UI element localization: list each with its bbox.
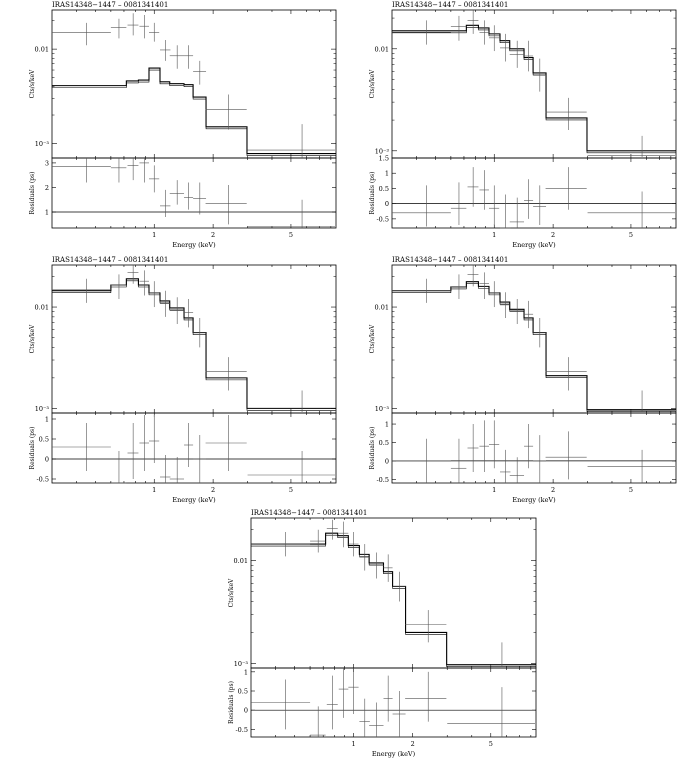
- model-step-line: [392, 281, 676, 411]
- x-tick-label: 5: [289, 231, 293, 239]
- x-tick-label: 5: [489, 740, 493, 748]
- x-tick-label: 1: [152, 231, 156, 239]
- residual-tick-label: -0.5: [376, 476, 389, 484]
- residual-tick-label: 3: [45, 159, 49, 167]
- panel-title: IRAS14348−1447 – 0081341401: [251, 509, 367, 517]
- x-tick-label: 5: [629, 486, 633, 494]
- residual-tick-label: 1: [385, 170, 389, 178]
- y-tick-label: 0.01: [234, 557, 248, 565]
- x-tick-label: 2: [551, 486, 555, 494]
- residual-frame: [51, 412, 337, 484]
- residual-tick-label: 0: [244, 707, 248, 715]
- y-tick-label: 0.01: [35, 46, 49, 54]
- residual-axis-label: Residuals (ps): [369, 427, 376, 470]
- spectrum-panel-4: IRAS14348−1447 – 0081341401 Energy (keV) C…: [369, 256, 677, 504]
- y-tick-label: 10⁻³: [35, 405, 50, 413]
- x-tick-label: 2: [411, 740, 415, 748]
- y-tick-label: 10⁻³: [35, 140, 50, 148]
- spectrum-panel-2: IRAS14348−1447 – 0081341401 Energy (keV) C…: [369, 1, 677, 249]
- residual-tick-label: 0: [385, 457, 389, 465]
- panel-title: IRAS14348−1447 – 0081341401: [52, 256, 168, 264]
- y-tick-label: 0.01: [35, 304, 49, 312]
- residual-tick-label: 0.5: [238, 688, 248, 696]
- residual-tick-label: 0.5: [379, 439, 389, 447]
- residual-tick-label: 0: [385, 200, 389, 208]
- spectrum-frame: [250, 517, 537, 669]
- y-tick-label: 10⁻³: [234, 660, 249, 668]
- x-axis-label: Energy (keV): [172, 496, 216, 504]
- spectrum-frame: [391, 264, 677, 414]
- y-axis-label: Cts/s/keV: [369, 324, 376, 353]
- model-step-line-2: [52, 69, 336, 156]
- x-tick-label: 2: [211, 486, 215, 494]
- spectrum-panel-5: IRAS14348−1447 – 0081341401 Energy (keV) C…: [228, 509, 537, 758]
- spectrum-frame: [51, 264, 337, 414]
- x-axis-label: Energy (keV): [372, 750, 416, 758]
- x-tick-label: 2: [211, 231, 215, 239]
- y-axis-label: Cts/s/keV: [29, 324, 36, 353]
- y-axis-label: Cts/s/keV: [29, 69, 36, 98]
- x-tick-label: 1: [492, 486, 496, 494]
- x-tick-label: 1: [352, 740, 356, 748]
- x-tick-label: 1: [492, 231, 496, 239]
- spectrum-panel-3: IRAS14348−1447 – 0081341401 Energy (keV) C…: [29, 256, 337, 504]
- x-tick-label: 5: [289, 486, 293, 494]
- residual-frame: [391, 157, 677, 229]
- model-step-line-2: [392, 26, 676, 154]
- spectrum-frame: [51, 9, 337, 159]
- y-axis-label: Cts/s/keV: [369, 69, 376, 98]
- residual-frame: [391, 412, 677, 484]
- residual-tick-label: 0.5: [379, 185, 389, 193]
- model-step-line-2: [251, 534, 536, 667]
- spectrum-panel-1: IRAS14348−1447 – 0081341401 Energy (keV) C…: [29, 1, 337, 249]
- residual-tick-label: -0.5: [376, 215, 389, 223]
- panel-title: IRAS14348−1447 – 0081341401: [52, 1, 168, 9]
- x-tick-label: 1: [152, 486, 156, 494]
- x-axis-label: Energy (keV): [512, 496, 556, 504]
- residual-tick-label: 1: [385, 421, 389, 429]
- model-step-line-2: [392, 283, 676, 413]
- model-step-line: [52, 67, 336, 155]
- residual-axis-label: Residuals (ps): [369, 172, 376, 215]
- y-tick-label: 10⁻³: [375, 405, 390, 413]
- y-axis-label: Cts/s/keV: [228, 578, 235, 607]
- residual-tick-label: 1.5: [379, 155, 389, 163]
- residual-axis-label: Residuals (ps): [29, 172, 36, 215]
- residual-tick-label: 1: [45, 416, 49, 424]
- panel-title: IRAS14348−1447 – 0081341401: [392, 256, 508, 264]
- residual-tick-label: 0.5: [39, 436, 49, 444]
- model-step-line-2: [52, 280, 336, 411]
- residual-frame: [51, 157, 337, 229]
- residual-axis-label: Residuals (ps): [29, 427, 36, 470]
- residual-tick-label: 0: [45, 456, 49, 464]
- x-axis-label: Energy (keV): [172, 241, 216, 249]
- x-axis-label: Energy (keV): [512, 241, 556, 249]
- residual-axis-label: Residuals (ps): [228, 681, 235, 724]
- y-tick-label: 0.01: [375, 45, 389, 53]
- residual-tick-label: -0.5: [36, 476, 49, 484]
- x-tick-label: 2: [551, 231, 555, 239]
- panel-title: IRAS14348−1447 – 0081341401: [392, 1, 508, 9]
- model-step-line: [52, 278, 336, 409]
- model-step-line: [392, 24, 676, 152]
- residual-tick-label: 1: [45, 209, 49, 217]
- model-step-line: [251, 532, 536, 666]
- residual-tick-label: 2: [45, 184, 49, 192]
- y-tick-label: 10⁻³: [375, 147, 390, 155]
- y-tick-label: 0.01: [375, 304, 389, 312]
- x-tick-label: 5: [629, 231, 633, 239]
- residual-tick-label: 1: [244, 668, 248, 676]
- residual-tick-label: -0.5: [235, 726, 248, 734]
